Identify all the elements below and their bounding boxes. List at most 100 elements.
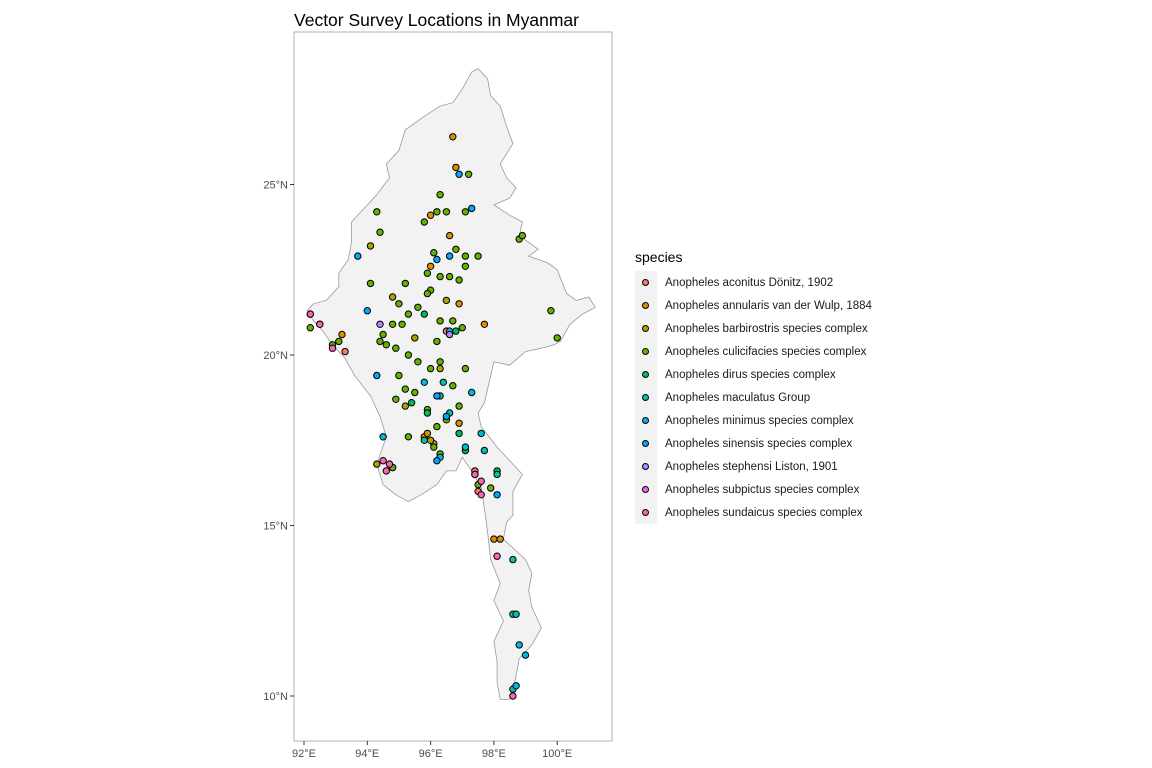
legend-title: species [635, 249, 683, 265]
legend-label: Anopheles annularis van der Wulp, 1884 [665, 299, 872, 312]
survey-point [458, 324, 466, 332]
survey-point [439, 378, 447, 386]
legend-items: Anopheles aconitus Dönitz, 1902 Anopheles… [635, 271, 872, 524]
survey-point [423, 289, 432, 298]
y-axis: 10°N 15°N 20°N 25°N [263, 180, 294, 703]
survey-point [442, 296, 451, 305]
survey-point [414, 358, 422, 366]
survey-point [433, 208, 441, 216]
legend-key [635, 271, 657, 294]
survey-point [392, 395, 400, 403]
survey-point [445, 252, 454, 260]
legend-key [635, 501, 657, 524]
survey-point [461, 208, 470, 216]
survey-point [509, 692, 517, 700]
survey-point [468, 204, 476, 213]
survey-point [411, 334, 419, 342]
survey-point [395, 371, 403, 380]
legend: species Anopheles aconitus Dönitz, 1902 A… [635, 249, 872, 524]
survey-point [328, 344, 337, 352]
legend-item: Anopheles barbirostris species complex [635, 317, 872, 340]
legend-label: Anopheles barbirostris species complex [665, 322, 868, 335]
survey-point [445, 272, 454, 281]
survey-point [392, 344, 400, 352]
survey-point [433, 422, 441, 431]
survey-point [420, 436, 428, 444]
survey-point [512, 610, 520, 618]
survey-point [426, 262, 435, 270]
survey-point [363, 307, 371, 315]
survey-point [493, 552, 501, 560]
legend-label: Anopheles subpictus species complex [665, 483, 860, 496]
survey-point [518, 231, 527, 240]
survey-point [306, 324, 314, 332]
survey-point [515, 641, 523, 649]
survey-point [442, 412, 451, 421]
legend-item: Anopheles sinensis species complex [635, 432, 872, 455]
survey-point [423, 269, 432, 277]
survey-point [433, 392, 441, 400]
survey-point [436, 364, 444, 373]
survey-point [455, 429, 463, 438]
survey-point [471, 470, 479, 479]
survey-point [461, 252, 470, 260]
survey-point [461, 364, 470, 373]
legend-key [635, 478, 657, 501]
survey-point [455, 402, 463, 410]
legend-item: Anopheles dirus species complex [635, 363, 872, 386]
survey-point [547, 307, 555, 315]
legend-swatch [642, 371, 649, 378]
survey-point [452, 163, 460, 172]
legend-label: Anopheles culicifacies species complex [665, 345, 867, 358]
survey-point [379, 330, 387, 339]
survey-point [521, 651, 530, 659]
x-tick-label: 100°E [542, 748, 572, 760]
survey-point [493, 491, 501, 499]
legend-key [635, 432, 657, 455]
survey-point [423, 429, 432, 438]
legend-label: Anopheles aconitus Dönitz, 1902 [665, 276, 834, 289]
survey-point [407, 399, 416, 407]
survey-point [376, 228, 384, 236]
survey-point [455, 170, 463, 179]
survey-point [316, 320, 324, 328]
survey-point [388, 293, 397, 301]
legend-key [635, 409, 657, 432]
legend-item: Anopheles subpictus species complex [635, 478, 872, 501]
survey-point [404, 351, 413, 359]
survey-point [436, 272, 444, 281]
y-tick-label: 10°N [263, 691, 288, 703]
survey-point [404, 310, 413, 318]
survey-point [512, 682, 520, 690]
survey-point [414, 303, 422, 311]
legend-label: Anopheles stephensi Liston, 1901 [665, 460, 838, 473]
legend-label: Anopheles dirus species complex [665, 368, 836, 381]
survey-point [490, 535, 498, 543]
survey-point [493, 470, 501, 479]
survey-point [436, 317, 444, 325]
survey-point [373, 208, 381, 216]
legend-swatch [642, 509, 649, 516]
legend-swatch [642, 394, 649, 401]
legend-item: Anopheles maculatus Group [635, 386, 872, 409]
survey-point [426, 436, 435, 444]
survey-point [420, 218, 428, 226]
legend-key [635, 294, 657, 317]
legend-item: Anopheles culicifacies species complex [635, 340, 872, 363]
survey-point [455, 276, 463, 284]
survey-point [338, 330, 346, 339]
x-tick-label: 92°E [292, 748, 316, 760]
survey-point [487, 484, 495, 492]
survey-point [455, 419, 463, 427]
survey-point [395, 300, 403, 308]
legend-label: Anopheles minimus species complex [665, 414, 854, 427]
survey-point [477, 477, 485, 485]
survey-point [477, 491, 485, 499]
survey-point [445, 330, 454, 339]
legend-key [635, 340, 657, 363]
survey-point [461, 262, 470, 270]
survey-point [354, 252, 362, 260]
legend-swatch [642, 348, 649, 355]
survey-point [366, 242, 375, 250]
survey-point [480, 446, 489, 455]
